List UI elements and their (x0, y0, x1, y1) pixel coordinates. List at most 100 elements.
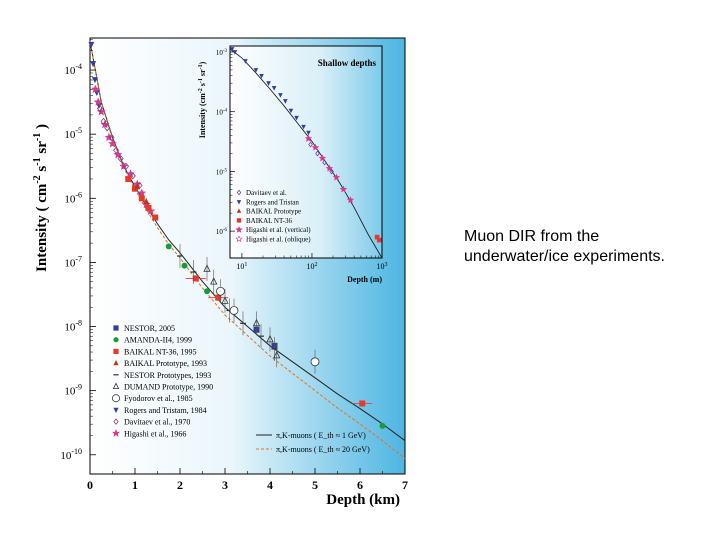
inset-y-axis-label: Intensity (cm-2 s-1 sr-1) (198, 61, 207, 138)
legend-marker (113, 360, 119, 366)
legend-marker (113, 337, 119, 343)
main-data-point (143, 198, 150, 204)
main-data-point (137, 188, 147, 197)
inset-legend-marker (235, 235, 243, 242)
main-data-point (100, 120, 110, 129)
main-data-point (91, 77, 98, 84)
main-x-tick-label: 3 (222, 478, 228, 492)
inset-data-point (315, 150, 320, 157)
legend-entry: BAIKAL NT-36, 1995 (124, 347, 197, 356)
main-x-tick-label: 0 (87, 478, 93, 492)
main-data-point (216, 286, 225, 296)
legend-marker (112, 429, 120, 437)
main-data-point (181, 262, 188, 269)
main-data-point (104, 124, 111, 132)
main-data-point (134, 183, 141, 190)
inset-legend-marker (236, 218, 242, 223)
legend-entry: Fyodorov et al., 1985 (124, 394, 193, 403)
main-data-point (96, 107, 106, 116)
figure-caption: Muon DIR from the underwater/ice experim… (464, 227, 704, 267)
inset-x-axis-label: Depth (m) (347, 275, 382, 284)
inset-legend-entry: Higashi et al. (oblique) (246, 236, 311, 244)
inset-x-tick-label: 103 (377, 262, 388, 271)
inset-title: Shallow depths (318, 58, 377, 68)
main-data-point (203, 264, 211, 272)
legend-entry: DUMAND Prototype, 1990 (124, 383, 213, 392)
main-data-point (138, 195, 145, 202)
main-data-point (145, 204, 152, 211)
legend-entry: Davitaev et al., 1970 (124, 418, 190, 427)
legend-entry: NESTOR, 2005 (124, 324, 175, 333)
main-x-tick-label: 6 (357, 478, 363, 492)
caption-line-1: Muon DIR from the (464, 228, 600, 245)
legend-marker (113, 407, 119, 413)
main-data-point (221, 296, 229, 304)
inset-data-point (243, 59, 248, 64)
main-data-point (215, 294, 222, 301)
inset-legend-entry: Higashi et al. (vertical) (246, 226, 311, 234)
caption-line-2: underwater/ice experiments. (464, 248, 665, 265)
main-x-tick-labels: 0 1 2 3 4 5 6 7 (87, 478, 408, 492)
main-data-point (252, 318, 261, 327)
main-y-tick-label: 10-7 (64, 254, 82, 269)
inset-x-tick-label: 101 (236, 262, 247, 271)
inset-legend-marker (236, 189, 242, 196)
inset-x-tick-label: 102 (306, 262, 317, 271)
main-x-tick-label: 4 (267, 478, 273, 492)
main-y-tick-label: 10-9 (64, 383, 82, 398)
inset-data-point (306, 130, 311, 136)
curve-legend-entry: π,K-muons ( E_th ≈ 1 GeV) (276, 431, 366, 440)
main-data-point (93, 90, 100, 96)
main-data-point (229, 306, 239, 315)
inset-y-tick-label: 10-6 (216, 228, 228, 236)
legend-entry: AMANDA-II4, 1999 (124, 336, 192, 345)
inset-legend-entry: Davitaev et al. (246, 189, 287, 197)
main-data-point (359, 400, 366, 407)
inset-data-point (332, 173, 341, 181)
inset-data-point (322, 159, 327, 166)
inset-data-point (253, 68, 259, 73)
legend-entry: NESTOR Prototypes, 1993 (124, 371, 211, 380)
main-data-point (108, 133, 115, 142)
main-data-point (379, 422, 386, 429)
inset-legend-marker (236, 200, 242, 205)
main-data-point (192, 275, 199, 282)
main-data-points (88, 41, 386, 429)
inset-legend: Davitaev et al.Rogers and Tristan BAIKAL … (235, 189, 311, 244)
main-data-point (125, 176, 132, 183)
legend-entry: Higashi et al., 1966 (124, 429, 186, 438)
inset-y-tick-label: 10-5 (216, 168, 228, 176)
inset-legend-entry: Rogers and Tristan (246, 198, 299, 206)
inset-y-tick-label: 10-3 (216, 49, 228, 57)
curve-legend-entry: π,K-muons ( E_th ≈ 20 GeV) (276, 445, 370, 454)
inset-model-curve (229, 48, 383, 259)
main-legend: NESTOR, 2005 AMANDA-II4, 1999 BAIKAL NT-36… (112, 324, 370, 454)
legend-marker (113, 418, 119, 425)
inset-data-point (304, 134, 313, 142)
inset-data-point (339, 185, 348, 193)
inset-axis-ticks (230, 51, 383, 258)
inset-data-point (308, 141, 313, 148)
main-x-tick-label: 7 (402, 478, 408, 492)
inset-data-point (278, 93, 283, 98)
inset-legend-marker (236, 208, 242, 213)
inset-data-point (283, 99, 288, 104)
legend-entry: BAIKAL Prototype, 1993 (124, 359, 207, 368)
inset-data-point (288, 108, 294, 114)
main-data-point (88, 41, 95, 48)
inset-data-points (229, 47, 382, 243)
main-x-tick-label: 2 (177, 478, 183, 492)
inset-data-point (311, 143, 320, 151)
main-data-point (210, 277, 218, 285)
main-data-point (100, 117, 107, 125)
legend-marker (112, 382, 120, 390)
main-data-point (273, 350, 281, 359)
main-x-tick-label: 1 (132, 478, 138, 492)
main-y-tick-label: 10-6 (64, 190, 82, 205)
inset-data-point (259, 74, 264, 79)
main-data-point (108, 139, 117, 148)
main-y-tick-label: 10-8 (64, 319, 82, 334)
main-data-point (93, 97, 103, 106)
inset-data-point (374, 234, 380, 240)
